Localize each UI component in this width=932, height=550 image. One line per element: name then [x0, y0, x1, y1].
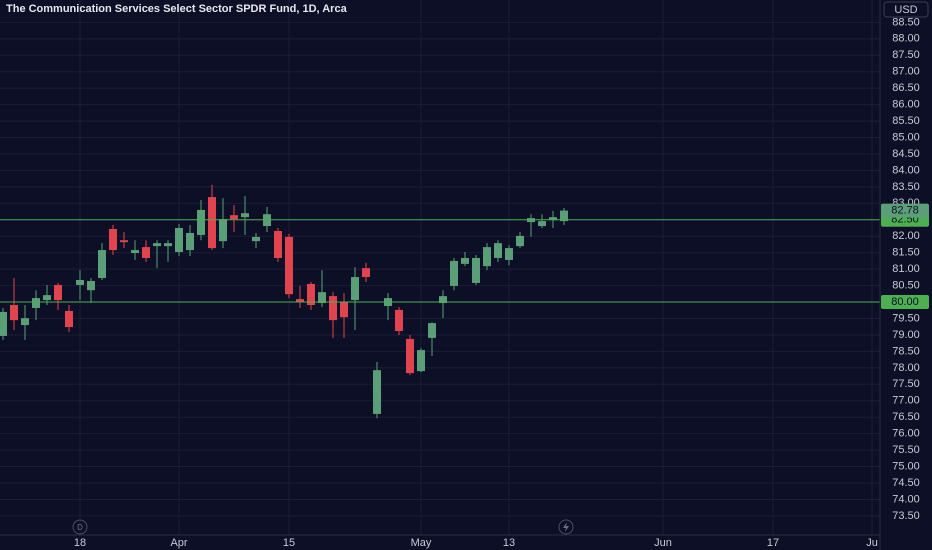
candles: [0, 184, 880, 419]
y-tick-label: 77.00: [892, 395, 920, 407]
x-tick-label: Jun: [654, 537, 672, 549]
candle-body: [428, 323, 436, 338]
hline-badge-label: 80.00: [891, 296, 919, 308]
y-tick-label: 88.50: [892, 16, 920, 28]
x-tick-label: 17: [767, 537, 779, 549]
currency: USD: [894, 4, 917, 16]
candle-body: [395, 309, 403, 332]
candle-body: [318, 292, 326, 304]
y-tick-label: 84.00: [892, 164, 920, 176]
candle-body: [230, 215, 238, 220]
candle-body: [505, 248, 513, 260]
y-tick-label: 80.50: [892, 280, 920, 292]
x-tick-label: 18: [74, 537, 86, 549]
y-tick-label: 76.50: [892, 411, 920, 423]
candle-body: [131, 250, 139, 254]
candle-body: [208, 197, 216, 249]
candle-body: [87, 280, 95, 291]
y-tick-label: 78.00: [892, 362, 920, 374]
candle-body: [373, 370, 381, 414]
candle-body: [21, 318, 29, 326]
candle-body: [450, 260, 458, 286]
candle-body: [153, 243, 161, 247]
candle-body: [417, 350, 425, 372]
candle-body: [65, 310, 73, 328]
candle-body: [54, 284, 62, 301]
y-tick-label: 85.00: [892, 131, 920, 143]
chart-title: The Communication Services Select Sector…: [6, 3, 348, 15]
x-tick-label: 15: [283, 537, 295, 549]
candle-body: [329, 296, 337, 321]
svg-text:D: D: [77, 523, 83, 532]
candle-body: [472, 257, 480, 283]
candle-body: [461, 257, 469, 264]
candle-body: [483, 247, 491, 267]
candle-body: [274, 230, 282, 258]
dividend-icon[interactable]: D: [72, 519, 88, 535]
y-tick-label: 74.00: [892, 493, 920, 505]
candle-body: [494, 243, 502, 258]
candle-body: [219, 219, 227, 242]
y-tick-label: 73.50: [892, 510, 920, 522]
candle-body: [10, 305, 18, 321]
earnings-icon[interactable]: [558, 519, 574, 535]
y-tick-label: 81.00: [892, 263, 920, 275]
candle-body: [186, 232, 194, 251]
candle-body: [362, 268, 370, 278]
y-tick-label: 87.00: [892, 66, 920, 78]
y-tick-label: 75.50: [892, 444, 920, 456]
last-price-badge: [881, 203, 929, 218]
y-tick-label: 83.50: [892, 181, 920, 193]
y-tick-label: 78.50: [892, 345, 920, 357]
y-tick-label: 88.00: [892, 33, 920, 45]
candle-body: [241, 213, 249, 218]
y-tick-label: 81.50: [892, 247, 920, 259]
candle-body: [296, 299, 304, 303]
y-tick-label: 76.00: [892, 428, 920, 440]
x-tick-label: Apr: [170, 537, 187, 549]
y-tick-label: 86.00: [892, 99, 920, 111]
candle-body: [560, 210, 568, 222]
candle-body: [351, 277, 359, 301]
candle-body: [406, 338, 414, 374]
x-tick-label: May: [411, 537, 432, 549]
y-tick-label: 77.50: [892, 378, 920, 390]
y-tick-label: 85.50: [892, 115, 920, 127]
candle-body: [252, 236, 260, 242]
y-tick-label: 75.00: [892, 460, 920, 472]
candle-body: [142, 247, 150, 258]
candle-body: [175, 228, 183, 253]
y-tick-label: 86.50: [892, 82, 920, 94]
candle-body: [340, 302, 348, 318]
y-tick-label: 74.50: [892, 477, 920, 489]
y-tick-label: 79.00: [892, 329, 920, 341]
x-tick-label: 13: [503, 537, 515, 549]
candle-body: [549, 217, 557, 221]
y-tick-label: 87.50: [892, 49, 920, 61]
candle-body: [43, 295, 51, 301]
hline-badge: [881, 295, 929, 310]
candle-body: [285, 236, 293, 295]
axes: 73.50 74.00 74.50 75.00 75.50 76.00 76.50 77.00…: [74, 16, 929, 549]
y-tick-label: 79.50: [892, 312, 920, 324]
candle-body: [307, 283, 315, 306]
y-tick-label: 84.50: [892, 148, 920, 160]
candle-body: [109, 229, 117, 251]
candle-body: [76, 280, 84, 285]
candle-body: [32, 298, 40, 308]
candle-body: [164, 243, 172, 247]
candle-body: [0, 311, 7, 336]
candle-body: [197, 209, 205, 235]
candle-body: [98, 250, 106, 279]
currency-box[interactable]: [883, 1, 929, 18]
candle-body: [120, 240, 128, 243]
y-tick-label: 82.00: [892, 230, 920, 242]
last-price-badge-label: 82.78: [891, 204, 919, 216]
candle-body: [516, 235, 524, 247]
candle-body: [538, 221, 546, 227]
x-tick-label: Ju: [866, 537, 878, 549]
candle-body: [439, 296, 447, 304]
